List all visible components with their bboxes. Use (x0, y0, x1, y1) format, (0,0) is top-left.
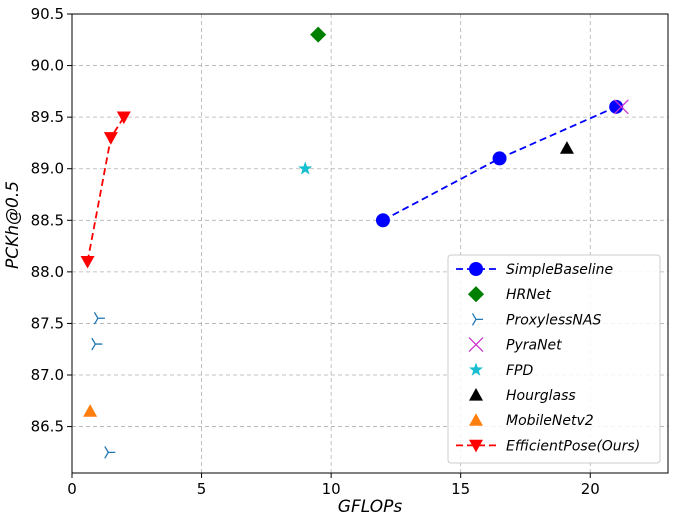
data-point (91, 337, 103, 351)
data-point (116, 111, 131, 125)
x-tick-label: 5 (197, 480, 207, 498)
series-efficientpose-ours (80, 111, 131, 269)
legend-marker (469, 413, 483, 426)
series-proxylessnas (91, 312, 116, 459)
legend-label: ProxylessNAS (506, 312, 601, 328)
y-tick-label: 87.5 (31, 314, 64, 332)
legend-label: PyraNet (506, 338, 562, 354)
data-point (613, 99, 629, 115)
data-series (80, 26, 629, 459)
x-tick-label: 15 (451, 480, 470, 498)
x-tick-label: 0 (67, 480, 77, 498)
legend-marker (469, 262, 483, 276)
legend-marker (468, 337, 484, 353)
legend-entry: HRNet (467, 286, 551, 303)
y-tick-label: 89.0 (31, 160, 64, 178)
y-tick-label: 89.5 (31, 108, 64, 126)
series-simplebaseline (375, 99, 624, 228)
plot-frame (71, 13, 669, 474)
y-tick-label: 87.0 (31, 366, 64, 384)
series-line (86, 116, 125, 262)
data-point (93, 312, 105, 325)
x-tick-label: 20 (581, 480, 600, 498)
x-tick-label: 10 (322, 480, 341, 498)
y-tick-label: 90.0 (31, 57, 64, 75)
data-point (492, 151, 507, 166)
data-point (80, 255, 95, 269)
series-pyranet (613, 99, 629, 115)
legend-entry: EfficientPose(Ours) (456, 438, 640, 454)
y-tick-label: 88.5 (31, 211, 64, 229)
data-point (298, 161, 313, 175)
legend-box (447, 254, 661, 464)
legend: SimpleBaseline HRNet ProxylessNAS PyraNet FP… (447, 254, 661, 464)
series-mobilenetv2 (83, 404, 98, 417)
x-axis-title: GFLOPs (338, 497, 403, 517)
data-point (310, 26, 327, 43)
data-point (83, 404, 98, 417)
legend-label: MobileNetv2 (506, 413, 594, 429)
legend-marker (469, 362, 483, 376)
legend-label: FPD (506, 363, 533, 379)
data-point (104, 446, 116, 459)
data-point (609, 99, 624, 114)
legend-label: SimpleBaseline (506, 262, 613, 278)
legend-entry: PyraNet (468, 337, 562, 354)
legend-marker (469, 439, 483, 453)
y-axis-title: PCKh@0.5 (3, 181, 23, 269)
data-point (103, 132, 118, 145)
data-point (375, 213, 390, 228)
y-tick-label: 88.0 (31, 263, 64, 281)
legend-entry: SimpleBaseline (456, 262, 613, 278)
y-tick-label: 86.5 (31, 418, 64, 436)
legend-entry: Hourglass (469, 388, 576, 404)
legend-entry: ProxylessNAS (471, 312, 601, 328)
series-hourglass (559, 141, 574, 154)
series-hrnet (310, 26, 327, 43)
legend-marker (469, 388, 483, 401)
y-tick-label: 90.5 (31, 5, 64, 23)
series-fpd (298, 161, 313, 175)
legend-entry: MobileNetv2 (469, 413, 594, 429)
legend-label: Hourglass (506, 388, 576, 404)
legend-label: HRNet (506, 287, 551, 303)
legend-label: EfficientPose(Ours) (506, 438, 640, 454)
legend-marker (467, 286, 485, 303)
legend-entry: FPD (469, 362, 533, 379)
legend-marker (471, 313, 483, 326)
axes: 0 5 10 15 20 86.5 87.0 87.5 88.0 88.5 89.0 89.5 90.0… (31, 5, 669, 498)
data-point (559, 141, 574, 154)
